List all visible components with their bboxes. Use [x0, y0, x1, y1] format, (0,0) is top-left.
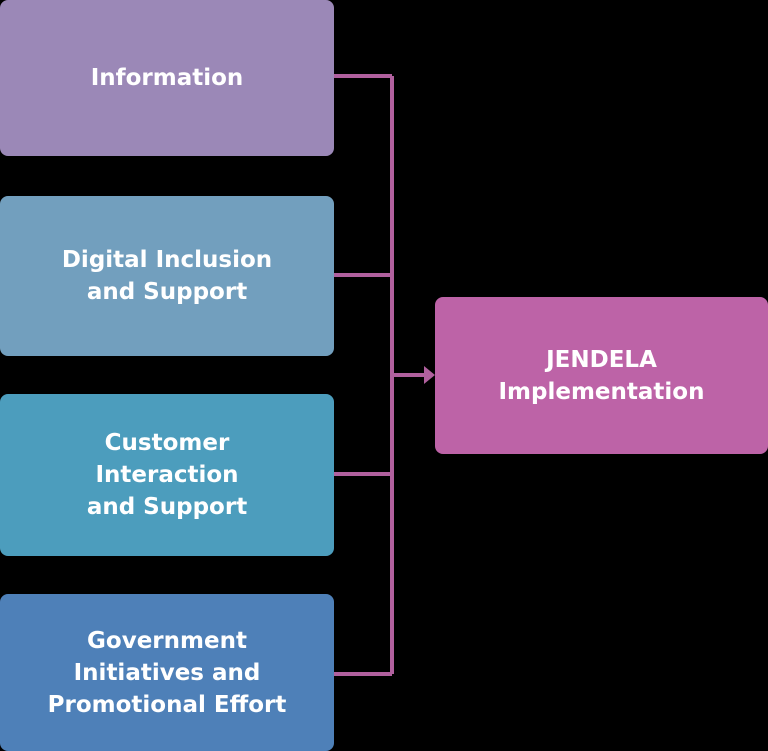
source-box-digital-inclusion: Digital Inclusion and Support: [0, 196, 334, 356]
target-label-jendela: JENDELA Implementation: [498, 346, 705, 405]
source-label-information: Information: [90, 65, 244, 91]
source-label-government-initiatives: Government Initiatives and Promotional E…: [47, 627, 287, 718]
arrow-head: [424, 366, 435, 384]
source-label-customer-interaction: Customer Interaction and Support: [86, 430, 248, 520]
source-label-digital-inclusion: Digital Inclusion and Support: [61, 247, 273, 305]
source-box-government-initiatives: Government Initiatives and Promotional E…: [0, 594, 334, 751]
target-box-jendela: JENDELA Implementation: [435, 297, 768, 454]
source-box-customer-interaction: Customer Interaction and Support: [0, 394, 334, 556]
source-box-information: Information: [0, 0, 334, 156]
